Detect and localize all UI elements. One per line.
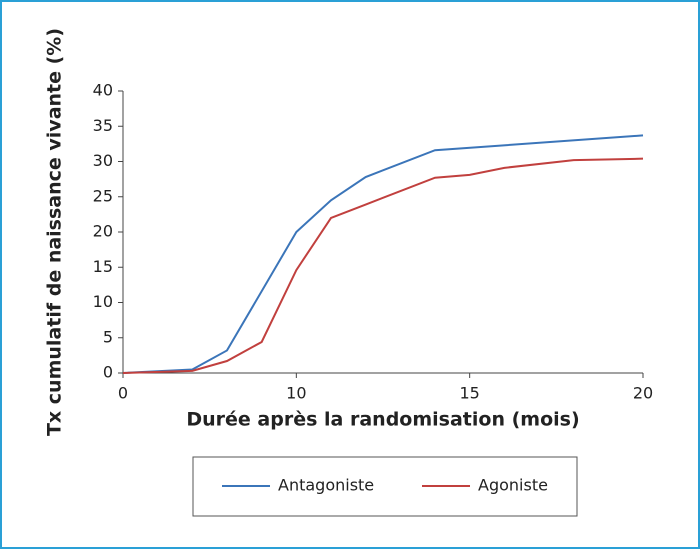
x-tick-label: 0 (118, 384, 128, 403)
y-tick-label: 35 (93, 116, 113, 135)
x-tick-label: 20 (633, 384, 653, 403)
series-line (122, 134, 644, 374)
x-tick-label: 10 (286, 384, 306, 403)
x-axis-label: Durée après la randomisation (mois) (186, 409, 579, 431)
series-line (122, 157, 644, 374)
y-tick-label: 40 (93, 81, 113, 100)
legend-label: Antagoniste (278, 476, 374, 495)
y-tick-label: 0 (103, 363, 113, 382)
y-tick-label: 15 (93, 257, 113, 276)
y-tick-label: 5 (103, 327, 113, 346)
legend-label: Agoniste (478, 476, 548, 495)
y-tick-label: 10 (93, 292, 113, 311)
y-axis-label: Tx cumulatif de naissance vivante (%) (44, 28, 66, 436)
y-tick-label: 20 (93, 222, 113, 241)
y-tick-label: 25 (93, 186, 113, 205)
x-tick-label: 15 (459, 384, 479, 403)
y-tick-label: 30 (93, 151, 113, 170)
